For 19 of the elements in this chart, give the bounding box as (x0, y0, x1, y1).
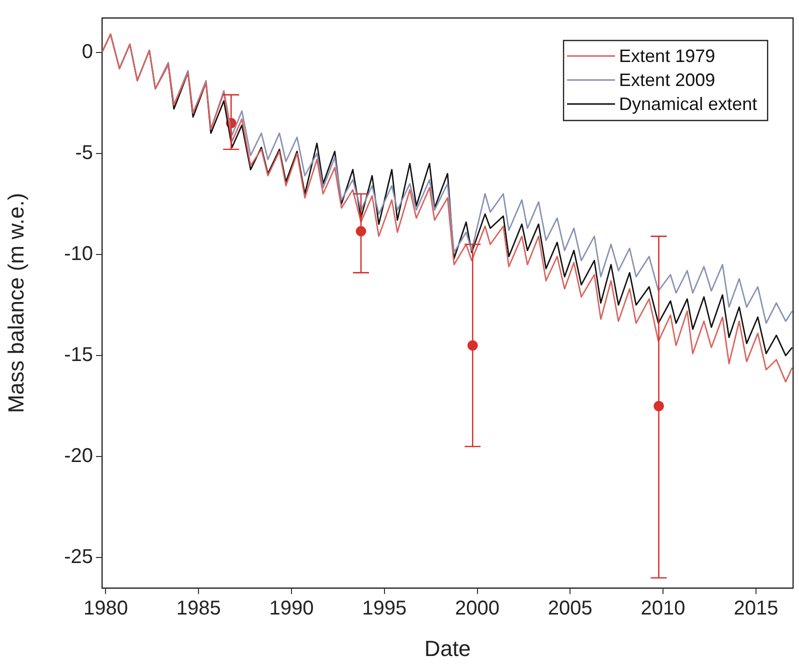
x-tick-label: 1985 (176, 598, 221, 620)
y-tick-label: -15 (64, 344, 93, 366)
y-tick-label: -20 (64, 445, 93, 468)
x-axis-title: Date (424, 636, 471, 661)
x-tick-label: 1995 (362, 598, 407, 620)
x-tick-label: 2015 (734, 598, 778, 620)
legend-label: Extent 1979 (619, 46, 716, 66)
y-tick-label: -25 (64, 546, 93, 568)
legend-label: Dynamical extent (619, 94, 758, 114)
y-axis-title: Mass balance (m w.e.) (3, 192, 28, 414)
x-tick-label: 1990 (269, 598, 314, 620)
x-tick-label: 2005 (548, 598, 592, 620)
y-tick-label: 0 (82, 40, 93, 63)
x-tick-label: 1980 (83, 598, 128, 620)
x-tick-label: 2010 (640, 598, 686, 620)
x-tick-label: 2000 (455, 598, 500, 620)
y-tick-label: -5 (75, 142, 93, 164)
y-tick-label: -10 (64, 243, 93, 266)
legend-label: Extent 2009 (619, 70, 716, 90)
